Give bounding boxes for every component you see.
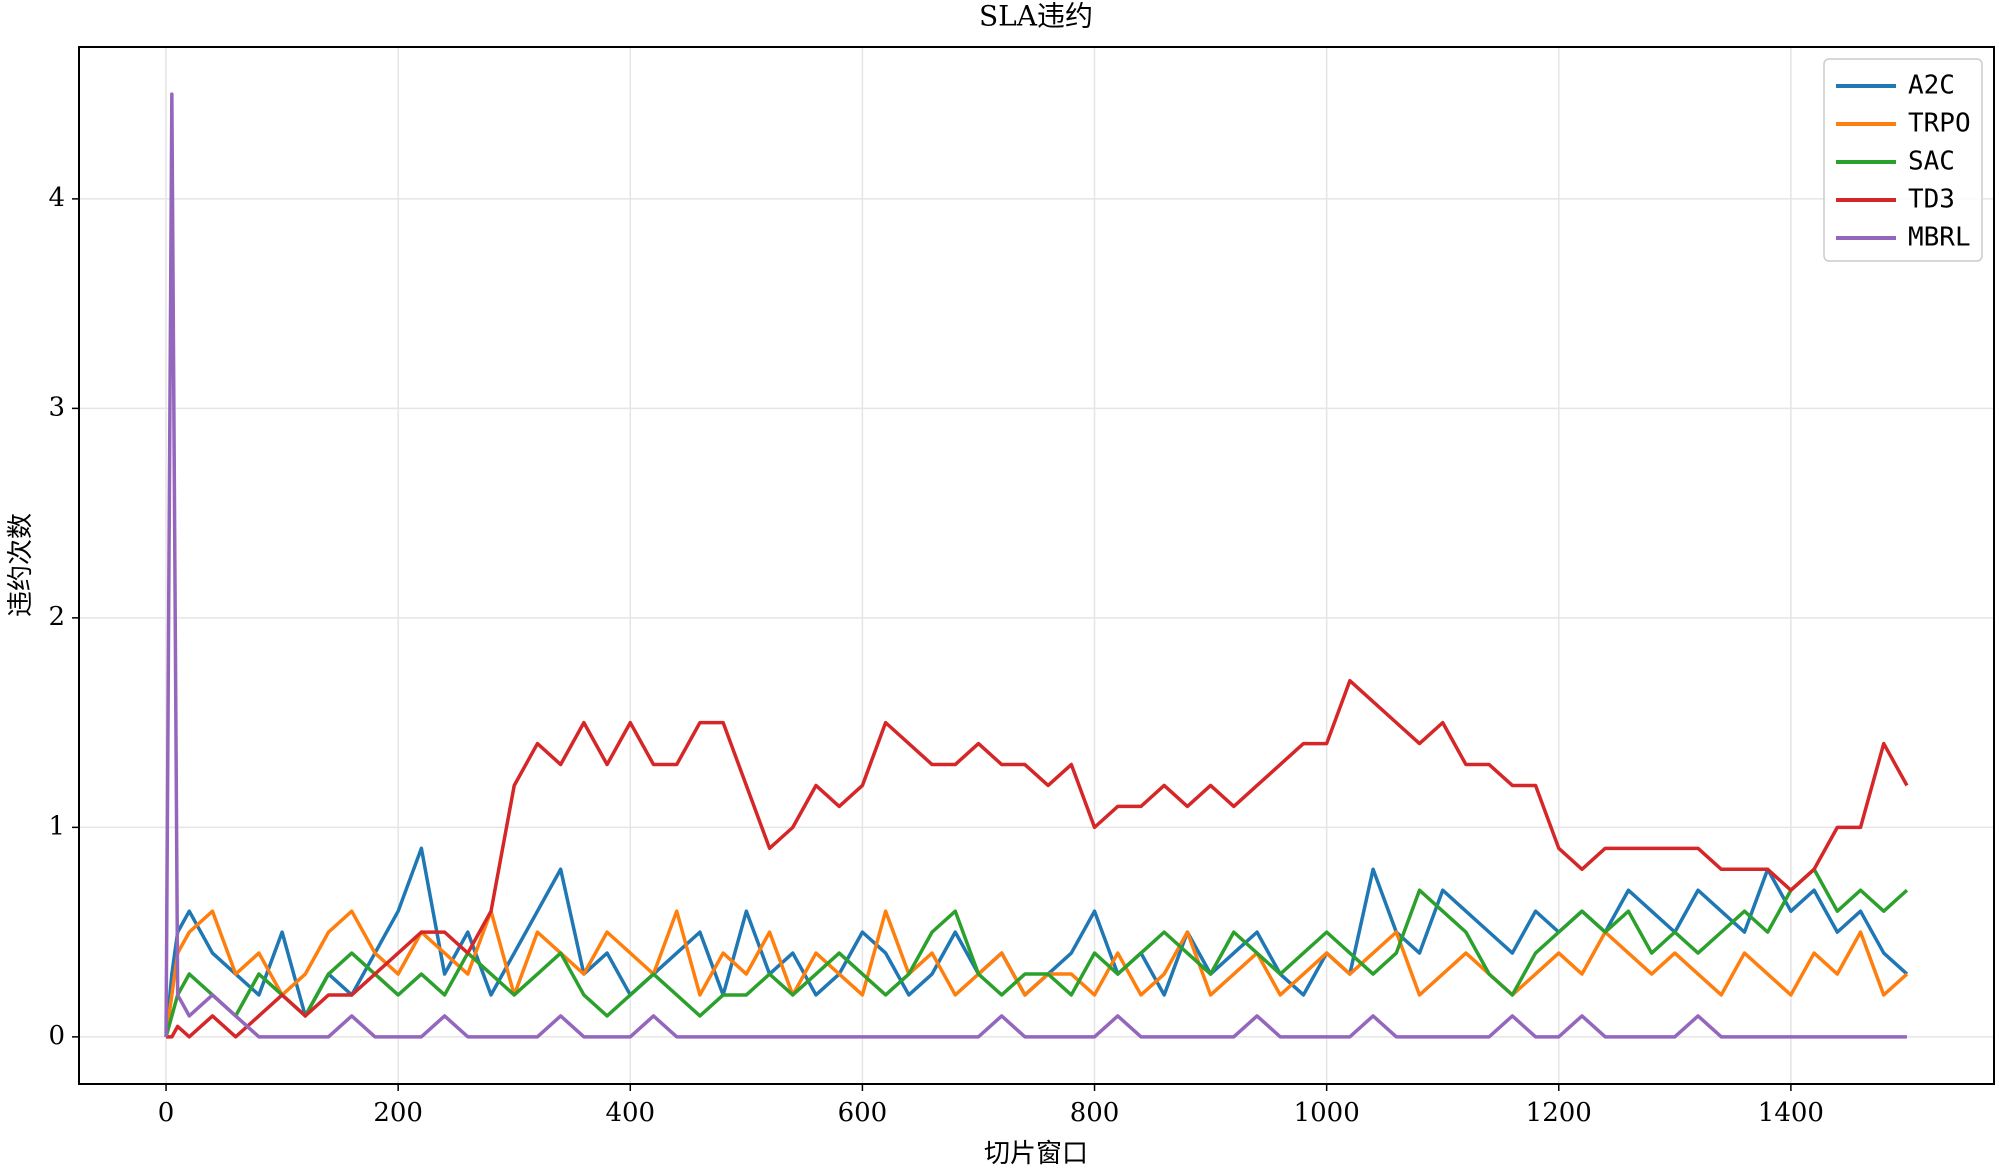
x-tick-label: 400 (605, 1098, 655, 1128)
x-tick-label: 1200 (1526, 1098, 1592, 1128)
plot-frame (78, 46, 1995, 1085)
legend-text: TD3 (1908, 185, 1955, 215)
legend-text: TRPO (1908, 109, 1971, 139)
x-tick-label: 1400 (1758, 1098, 1824, 1128)
series-line (164, 867, 1909, 1038)
x-tick-label: 200 (373, 1098, 423, 1128)
y-tick-label: 2 (48, 602, 65, 632)
legend-box (1823, 58, 1983, 262)
series-line (166, 678, 1909, 1039)
y-tick-label: 1 (48, 811, 65, 841)
x-axis-label: 切片窗口 (984, 1139, 1088, 1169)
legend-text: A2C (1908, 71, 1955, 101)
legend: A2C TRPO SAC TD3 MBRL (1823, 58, 1983, 262)
x-tick-label: 800 (1070, 1098, 1120, 1128)
series-line (164, 92, 1907, 1039)
y-tick-label: 3 (48, 392, 65, 422)
x-tick-label: 0 (158, 1098, 175, 1128)
series-line (164, 909, 1909, 1038)
y-tick-label: 0 (48, 1021, 65, 1051)
y-axis-label: 违约次数 (6, 513, 36, 617)
legend-text: MBRL (1908, 223, 1971, 253)
x-tick-label: 600 (838, 1098, 888, 1128)
chart-title: SLA违约 (979, 0, 1093, 33)
x-tick-label: 1000 (1294, 1098, 1360, 1128)
y-tick-label: 4 (48, 183, 65, 213)
legend-text: SAC (1908, 147, 1955, 177)
